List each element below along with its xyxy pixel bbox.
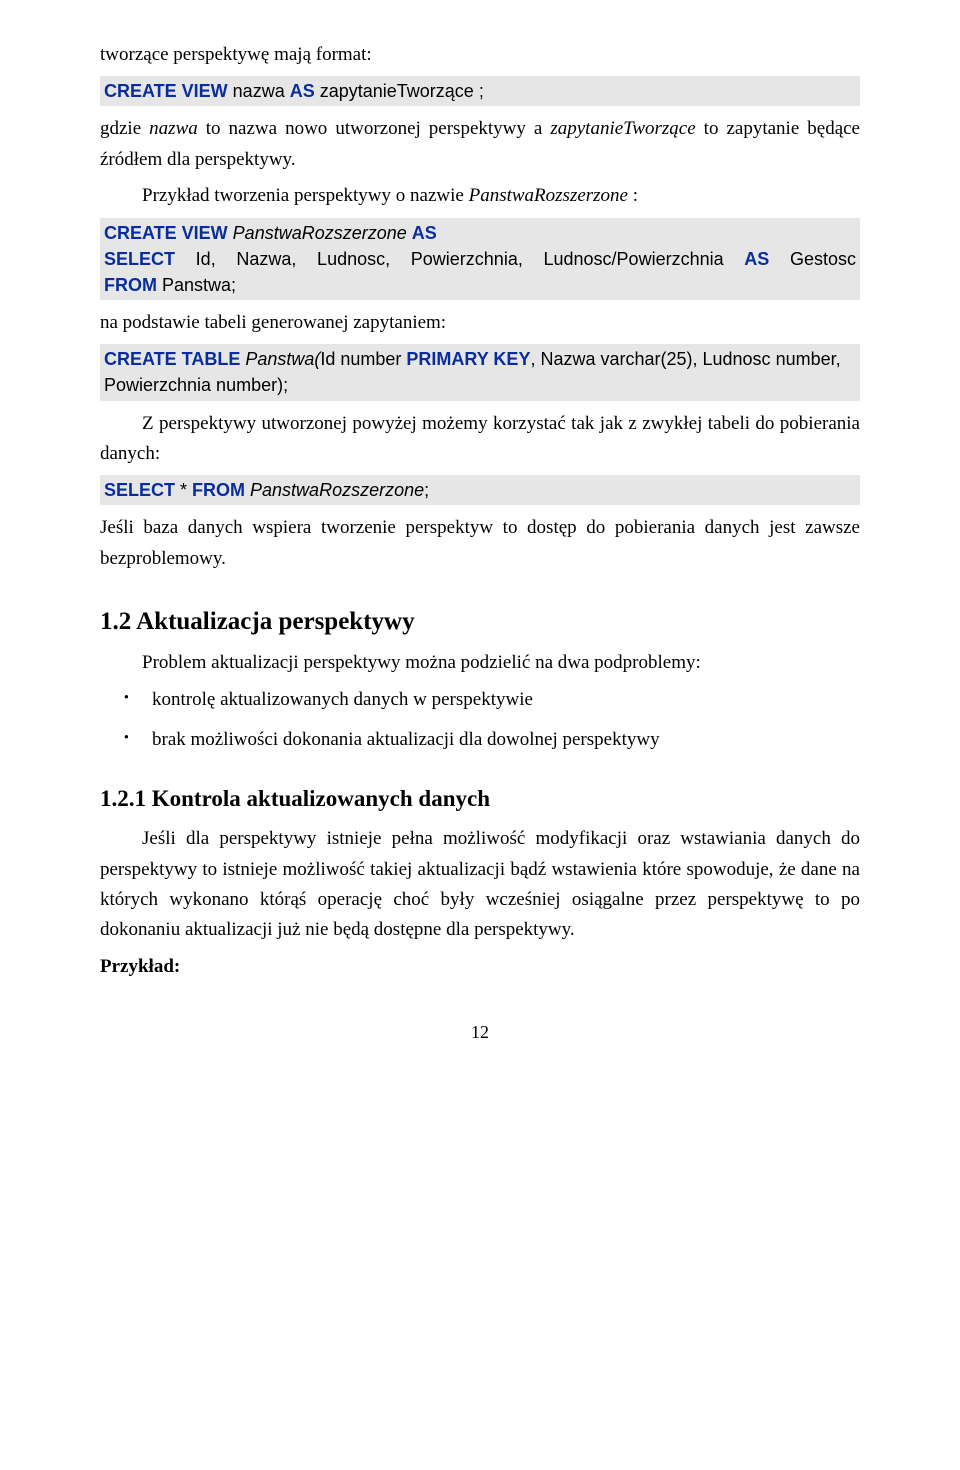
para-jesli-baza: Jeśli baza danych wspiera tworzenie pers… <box>100 513 860 574</box>
heading-text: Aktualizacja perspektywy <box>131 608 414 635</box>
sql-tok: Panstwa; <box>157 275 236 295</box>
sql-ident: Panstwa( <box>240 349 320 369</box>
sql-kw: FROM <box>192 480 245 500</box>
sql-tok: Id number <box>320 349 406 369</box>
sql-kw: PRIMARY KEY <box>406 349 530 369</box>
heading-text: Kontrola aktualizowanych danych <box>146 786 490 811</box>
sql-tok-zapytanie: zapytanieTworzące <box>315 81 479 101</box>
text-frag: to nazwa nowo utworzonej perspektywy a <box>198 118 551 139</box>
list-item: brak możliwości dokonania aktualizacji d… <box>124 725 860 755</box>
sql-tok: ; <box>424 480 429 500</box>
para-intro: tworzące perspektywę mają format: <box>100 40 860 70</box>
sql-kw: SELECT <box>104 249 175 269</box>
para-gdzie: gdzie nazwa to nazwa nowo utworzonej per… <box>100 114 860 175</box>
text-italic-nazwa: nazwa <box>149 118 198 139</box>
para-jesli-perspektywy: Jeśli dla perspektywy istnieje pełna moż… <box>100 824 860 946</box>
sql-kw: CREATE VIEW <box>104 223 228 243</box>
bullet-list: kontrolę aktualizowanych danych w perspe… <box>124 685 860 756</box>
text-italic-zapytanie: zapytanieTworzące <box>550 118 695 139</box>
sql-kw: AS <box>412 223 437 243</box>
code-line-3: FROM Panstwa; <box>104 272 856 298</box>
heading-1-2: 1.2 Aktualizacja perspektywy <box>100 602 860 642</box>
sql-tok-nazwa: nazwa <box>228 81 290 101</box>
code-line-1: CREATE VIEW PanstwaRozszerzone AS <box>104 220 856 246</box>
sql-kw-create-view: CREATE VIEW <box>104 81 228 101</box>
sql-kw: FROM <box>104 275 157 295</box>
code-line-2: SELECT Id, Nazwa, Ludnosc, Powierzchnia,… <box>104 246 856 272</box>
para-problem-aktualizacji: Problem aktualizacji perspektywy można p… <box>142 648 860 678</box>
codebox-create-view-syntax: CREATE VIEW nazwa AS zapytanieTworzące ; <box>100 76 860 106</box>
heading-1-2-1: 1.2.1 Kontrola aktualizowanych danych <box>100 781 860 818</box>
para-przyklad-label: Przykład: <box>100 952 860 982</box>
text-frag: Przykład tworzenia perspektywy o nazwie <box>142 185 469 206</box>
heading-number: 1.2 <box>100 608 131 635</box>
sql-ident: PanstwaRozszerzone <box>228 223 412 243</box>
text-italic-panstwarozszerzone: PanstwaRozszerzone <box>469 185 628 206</box>
page-number: 12 <box>100 1018 860 1047</box>
sql-kw: CREATE TABLE <box>104 349 240 369</box>
para-z-perspektywy: Z perspektywy utworzonej powyżej możemy … <box>100 409 860 470</box>
codebox-create-view-example: CREATE VIEW PanstwaRozszerzone AS SELECT… <box>100 218 860 300</box>
sql-tok-semi: ; <box>479 81 484 101</box>
heading-number: 1.2.1 <box>100 786 146 811</box>
para-przyklad-tworzenia: Przykład tworzenia perspektywy o nazwie … <box>100 181 860 211</box>
codebox-create-table: CREATE TABLE Panstwa(Id number PRIMARY K… <box>100 344 860 400</box>
list-item: kontrolę aktualizowanych danych w perspe… <box>124 685 860 715</box>
sql-kw: AS <box>744 249 769 269</box>
codebox-select-all: SELECT * FROM PanstwaRozszerzone; <box>100 475 860 505</box>
sql-kw-as: AS <box>290 81 315 101</box>
sql-tok: * <box>175 480 192 500</box>
text-frag: : <box>628 185 638 206</box>
sql-tok: Id, Nazwa, Ludnosc, Powierzchnia, Ludnos… <box>175 249 744 269</box>
sql-ident: PanstwaRozszerzone <box>245 480 424 500</box>
para-na-podstawie: na podstawie tabeli generowanej zapytani… <box>100 308 860 338</box>
page-container: tworzące perspektywę mają format: CREATE… <box>0 0 960 1470</box>
sql-kw: SELECT <box>104 480 175 500</box>
text-frag: gdzie <box>100 118 149 139</box>
sql-tok: Gestosc <box>769 249 856 269</box>
